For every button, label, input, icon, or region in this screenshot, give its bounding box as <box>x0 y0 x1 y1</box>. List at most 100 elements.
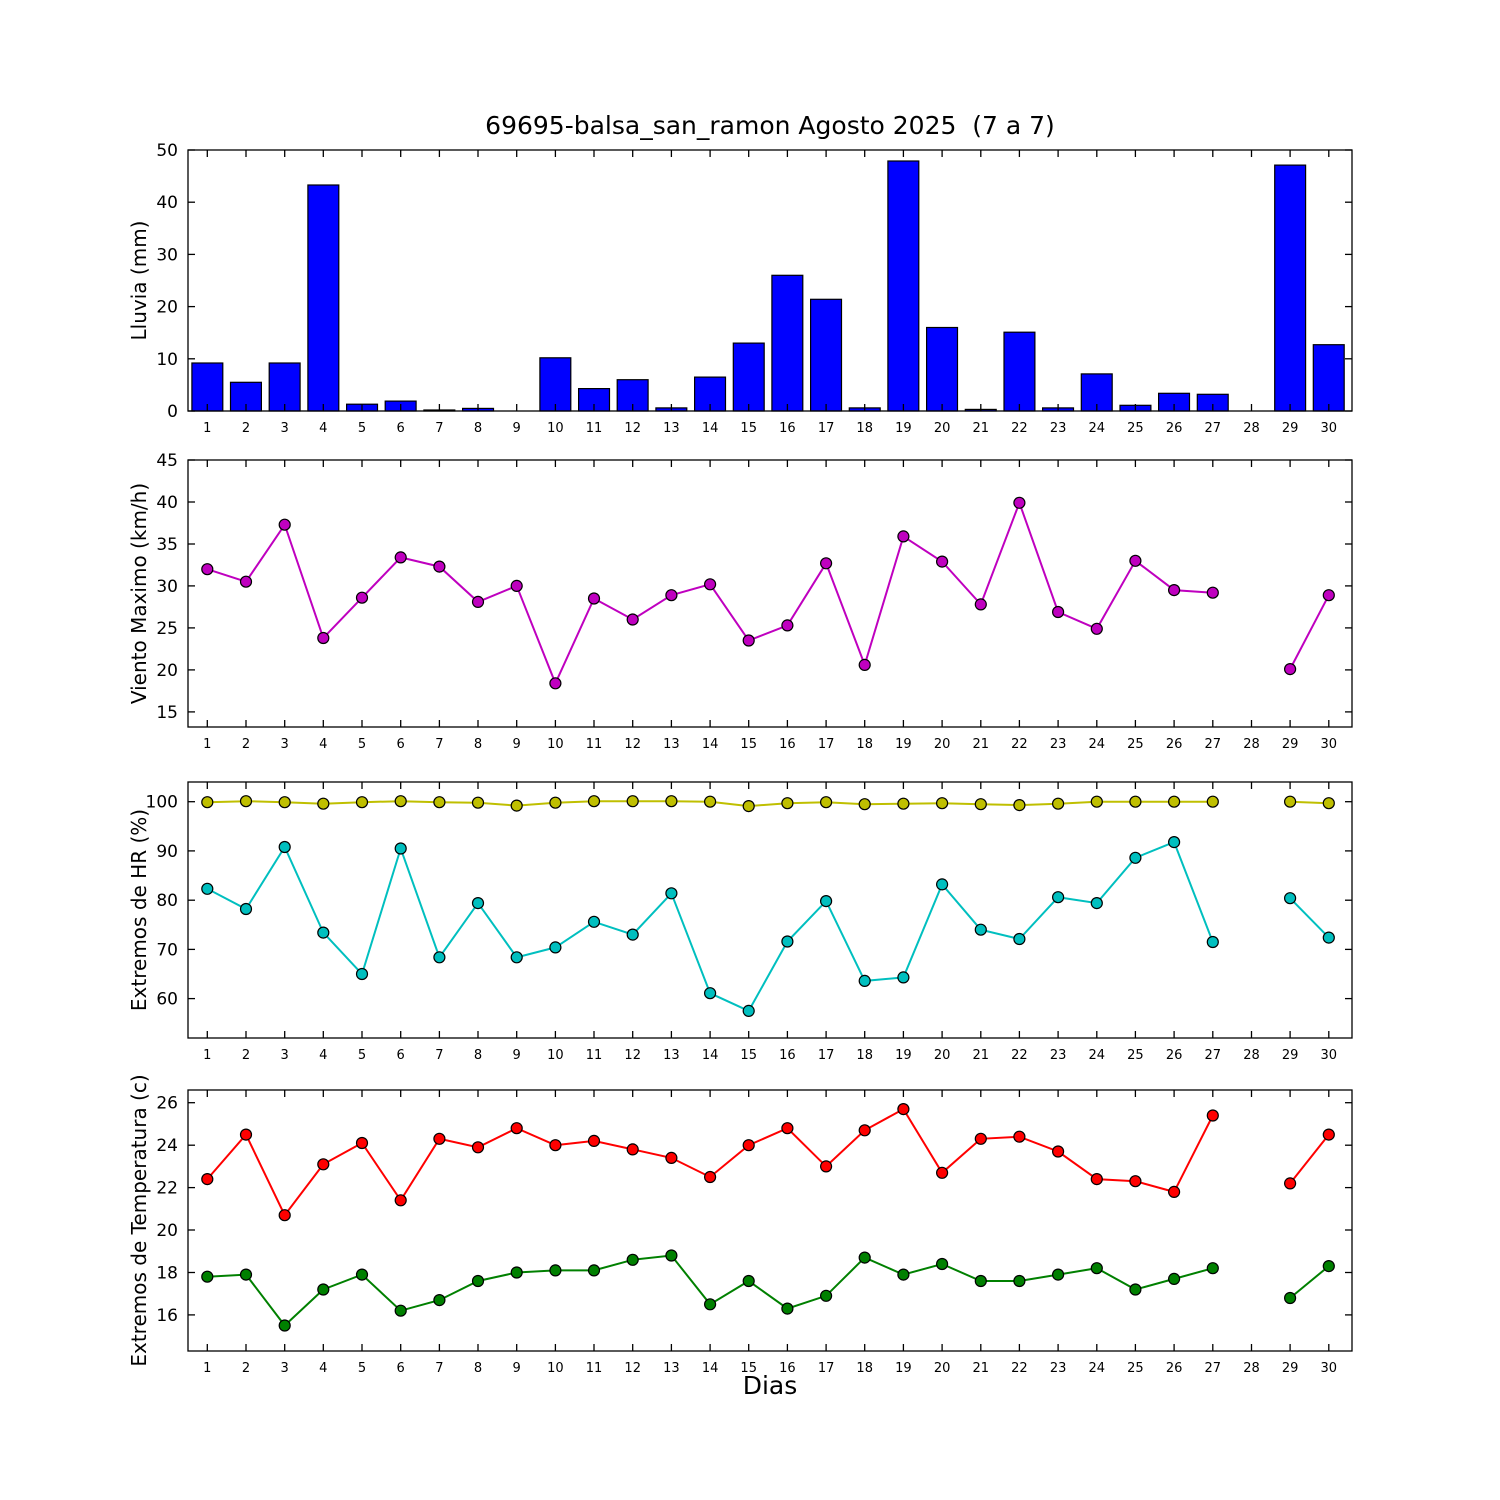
viento-maximo-point <box>394 551 407 564</box>
x-tick-label: 28 <box>1243 421 1260 436</box>
hr-min-point <box>587 915 601 928</box>
temp-min-point <box>703 1298 717 1311</box>
x-tick-label: 27 <box>1205 737 1222 752</box>
temp-min-point <box>201 1270 214 1283</box>
y-tick-label: 70 <box>156 940 178 960</box>
x-tick-label: 24 <box>1089 1361 1106 1376</box>
x-tick-label: 25 <box>1127 1048 1144 1063</box>
y-tick-label: 22 <box>156 1179 178 1199</box>
y-tick-label: 0 <box>167 402 178 422</box>
viento-maximo-point <box>587 592 601 605</box>
x-tick-label: 5 <box>358 421 366 436</box>
temp-min-point <box>394 1304 407 1317</box>
x-tick-label: 18 <box>856 1048 873 1063</box>
x-tick-label: 27 <box>1205 1048 1222 1063</box>
x-tick-label: 22 <box>1011 1361 1028 1376</box>
rain-bar <box>268 362 301 412</box>
hr-max-point <box>819 796 833 809</box>
x-tick-label: 5 <box>358 1361 366 1376</box>
y-tick-label: 30 <box>156 577 178 597</box>
hr-max-point <box>239 795 253 808</box>
temp-max-point <box>1013 1130 1026 1143</box>
temp-min-point <box>239 1268 253 1281</box>
x-tick-label: 15 <box>740 421 757 436</box>
hr-max-point <box>935 797 949 810</box>
x-tick-label: 25 <box>1127 1361 1144 1376</box>
y-axis-title: Extremos de HR (%) <box>127 809 151 1011</box>
x-tick-label: 1 <box>203 1361 211 1376</box>
hr-max-point <box>1090 795 1103 808</box>
hr-max-point <box>665 795 678 808</box>
x-tick-label: 6 <box>397 1048 405 1063</box>
viento-maximo-point <box>1206 586 1219 599</box>
rain-bar <box>1274 164 1307 412</box>
hr-min-point <box>471 896 485 910</box>
x-tick-label: 16 <box>779 1361 796 1376</box>
y-tick-label: 90 <box>156 842 178 862</box>
x-tick-label: 16 <box>779 1048 796 1063</box>
rain-bar <box>191 362 224 412</box>
x-tick-label: 1 <box>203 421 211 436</box>
y-tick-label: 80 <box>156 891 178 911</box>
x-tick-label: 25 <box>1127 421 1144 436</box>
x-tick-label: 1 <box>203 737 211 752</box>
y-tick-label: 16 <box>156 1306 178 1326</box>
hr-min-point <box>201 882 214 895</box>
x-tick-label: 26 <box>1166 737 1183 752</box>
viento-maximo-point <box>471 595 485 609</box>
x-tick-label: 24 <box>1089 737 1106 752</box>
temp-max-point <box>549 1139 562 1152</box>
x-tick-label: 14 <box>702 421 719 436</box>
x-tick-label: 11 <box>586 1361 603 1376</box>
temp-min-line <box>1289 1265 1330 1299</box>
y-tick-label: 45 <box>156 451 178 471</box>
viento-maximo-point <box>239 575 253 588</box>
temp-max-point <box>587 1134 601 1148</box>
hr-max-point <box>974 798 987 811</box>
hr-min-point <box>1283 892 1297 905</box>
temp-min-point <box>1129 1283 1142 1296</box>
x-tick-label: 20 <box>934 421 951 436</box>
x-tick-label: 15 <box>740 1361 757 1376</box>
plot-frame <box>187 149 1353 412</box>
x-tick-label: 7 <box>435 1048 443 1063</box>
y-tick-label: 10 <box>156 350 178 370</box>
rain-bar <box>809 298 843 412</box>
hr-min-point <box>1090 896 1103 910</box>
x-tick-label: 30 <box>1321 1361 1338 1376</box>
temp-max-point <box>394 1194 407 1207</box>
temp-min-point <box>587 1264 601 1277</box>
temp-min-point <box>1283 1291 1297 1305</box>
x-tick-label: 9 <box>513 421 521 436</box>
x-tick-label: 26 <box>1166 1048 1183 1063</box>
viento-maximo-point <box>433 560 446 573</box>
x-tick-label: 19 <box>895 737 912 752</box>
x-tick-label: 1 <box>203 1048 211 1063</box>
x-tick-label: 4 <box>319 1048 327 1063</box>
y-tick-label: 40 <box>156 193 178 213</box>
temp-max-line <box>1289 1133 1330 1185</box>
plot-frame <box>187 1089 1353 1352</box>
temp-max-point <box>355 1136 369 1150</box>
viento-maximo-point <box>355 591 369 604</box>
x-tick-label: 20 <box>934 1048 951 1063</box>
hr-min-point <box>278 840 291 854</box>
temp-min-point <box>510 1266 523 1279</box>
y-tick-label: 20 <box>156 1221 178 1241</box>
temp-max-point <box>626 1143 639 1156</box>
x-tick-label: 8 <box>474 421 482 436</box>
x-tick-label: 6 <box>397 737 405 752</box>
hr-max-point <box>433 796 446 809</box>
viento-maximo-point <box>742 634 755 647</box>
rain-bar <box>925 326 959 412</box>
x-tick-label: 7 <box>435 737 443 752</box>
x-axis-label: Dias <box>742 1371 798 1400</box>
temp-min-point <box>549 1264 562 1277</box>
hr-min-point <box>665 887 678 900</box>
y-tick-label: 50 <box>156 141 178 161</box>
x-tick-label: 11 <box>586 421 603 436</box>
y-tick-label: 24 <box>156 1136 178 1156</box>
x-tick-label: 13 <box>663 1048 680 1063</box>
x-tick-label: 13 <box>663 1361 680 1376</box>
